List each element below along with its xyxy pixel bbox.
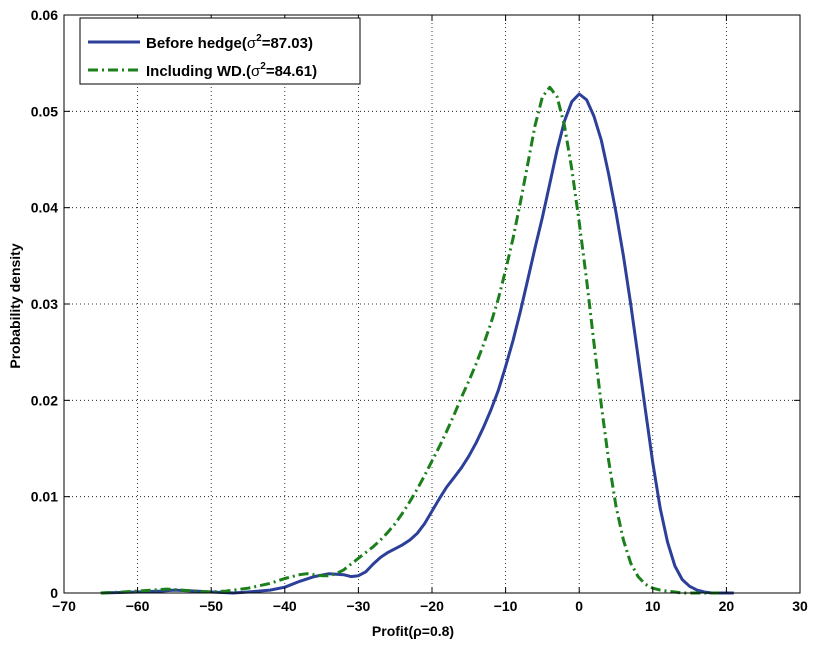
legend-label-before-hedge: Before hedge(σ2=87.03)	[146, 33, 313, 52]
y-tick-label: 0.01	[31, 489, 58, 505]
x-tick-labels: −70 −60 −50 −40 −30 −20 −10 0 10 20 30	[52, 598, 808, 614]
series-line-before-hedge	[100, 92, 734, 595]
y-tick-label: 0	[50, 585, 58, 601]
y-tick-label: 0.03	[31, 296, 58, 312]
y-tick-labels: 0 0.01 0.02 0.03 0.04 0.05 0.06	[31, 7, 58, 601]
x-tick-label: 20	[719, 598, 735, 614]
legend-label-including-wd: Including WD.(σ2=84.61)	[146, 61, 317, 80]
y-tick-label: 0.06	[31, 7, 58, 23]
x-axis-label: Profit(ρ=0.8)	[372, 623, 454, 639]
x-tick-label: −20	[420, 598, 444, 614]
x-tick-label: 0	[575, 598, 583, 614]
x-tick-label: −40	[273, 598, 297, 614]
y-tick-label: 0.04	[31, 200, 58, 216]
x-tick-label: −50	[199, 598, 223, 614]
series-line-including-wd	[100, 85, 719, 595]
grid	[64, 15, 800, 593]
x-tick-label: 30	[792, 598, 808, 614]
x-tick-label: −10	[494, 598, 518, 614]
x-tick-label: −70	[52, 598, 76, 614]
x-tick-label: −30	[347, 598, 371, 614]
y-axis-label: Probability density	[7, 243, 23, 368]
y-tick-label: 0.05	[31, 103, 58, 119]
legend: Before hedge(σ2=87.03) Including WD.(σ2=…	[79, 17, 361, 85]
x-tick-label: 10	[645, 598, 661, 614]
x-tick-label: −60	[126, 598, 150, 614]
y-tick-label: 0.02	[31, 392, 58, 408]
legend-box	[79, 17, 361, 85]
series-lines	[100, 85, 734, 595]
